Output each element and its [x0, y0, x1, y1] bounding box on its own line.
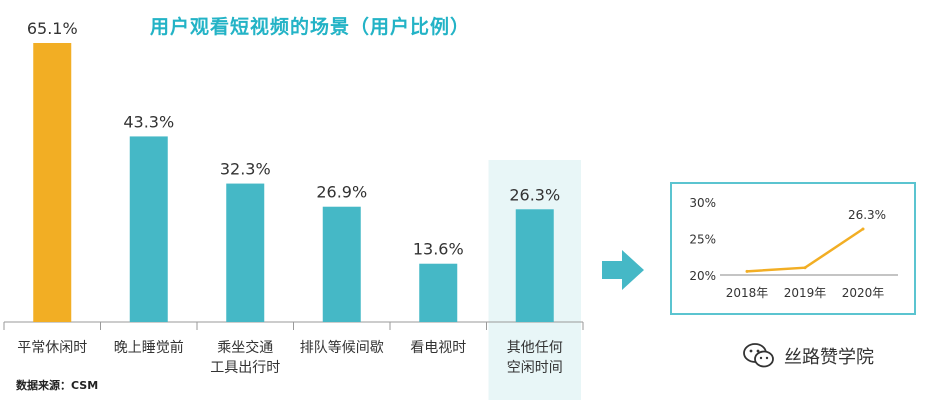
bar: [419, 263, 458, 322]
wechat-icon: [743, 343, 774, 368]
bar: [129, 136, 168, 322]
watermark-text: 丝路赞学院: [784, 347, 874, 368]
data-source: 数据来源：CSM: [16, 379, 99, 392]
data-point: [745, 269, 749, 273]
category-label: 空闲时间: [507, 360, 563, 376]
watermark: 丝路赞学院: [742, 342, 874, 370]
y-tick-label: 30%: [689, 196, 716, 210]
bar-value-label: 43.3%: [123, 112, 174, 131]
bar-value-label: 26.3%: [509, 185, 560, 204]
chart-title: 用户观看短视频的场景（用户比例）: [149, 16, 470, 38]
x-tick-label: 2019年: [784, 286, 827, 300]
bar: [515, 209, 554, 322]
data-point: [861, 227, 865, 231]
trend-line: [746, 227, 864, 273]
category-label: 其他任何: [507, 340, 563, 356]
inset-line-chart: 20% 25% 30% 2018年 2019年 2020年 26.3%: [689, 196, 898, 300]
inset-trend-panel: 20% 25% 30% 2018年 2019年 2020年 26.3%: [670, 182, 916, 315]
x-tick-label: 2020年: [842, 286, 885, 300]
category-label: 排队等候间歇: [300, 339, 384, 356]
bar-value-label: 26.9%: [316, 183, 367, 202]
bar: [226, 183, 265, 322]
category-label: 乘坐交通: [217, 339, 273, 356]
bar-value-label: 65.1%: [27, 19, 78, 38]
category-label: 看电视时: [410, 340, 466, 356]
category-label: 平常休闲时: [17, 340, 87, 356]
y-tick-label: 20%: [689, 269, 716, 283]
bar: [322, 206, 361, 322]
bar: [33, 43, 72, 322]
point-value-label: 26.3%: [848, 208, 886, 222]
data-point: [803, 266, 807, 270]
bar-value-label: 13.6%: [413, 240, 464, 259]
category-label: 晚上睡觉前: [114, 339, 184, 356]
bar-value-label: 32.3%: [220, 160, 271, 179]
category-label: 工具出行时: [210, 360, 280, 376]
y-tick-label: 25%: [689, 233, 716, 247]
right-arrow-icon: [602, 250, 644, 290]
x-tick-label: 2018年: [726, 286, 769, 300]
